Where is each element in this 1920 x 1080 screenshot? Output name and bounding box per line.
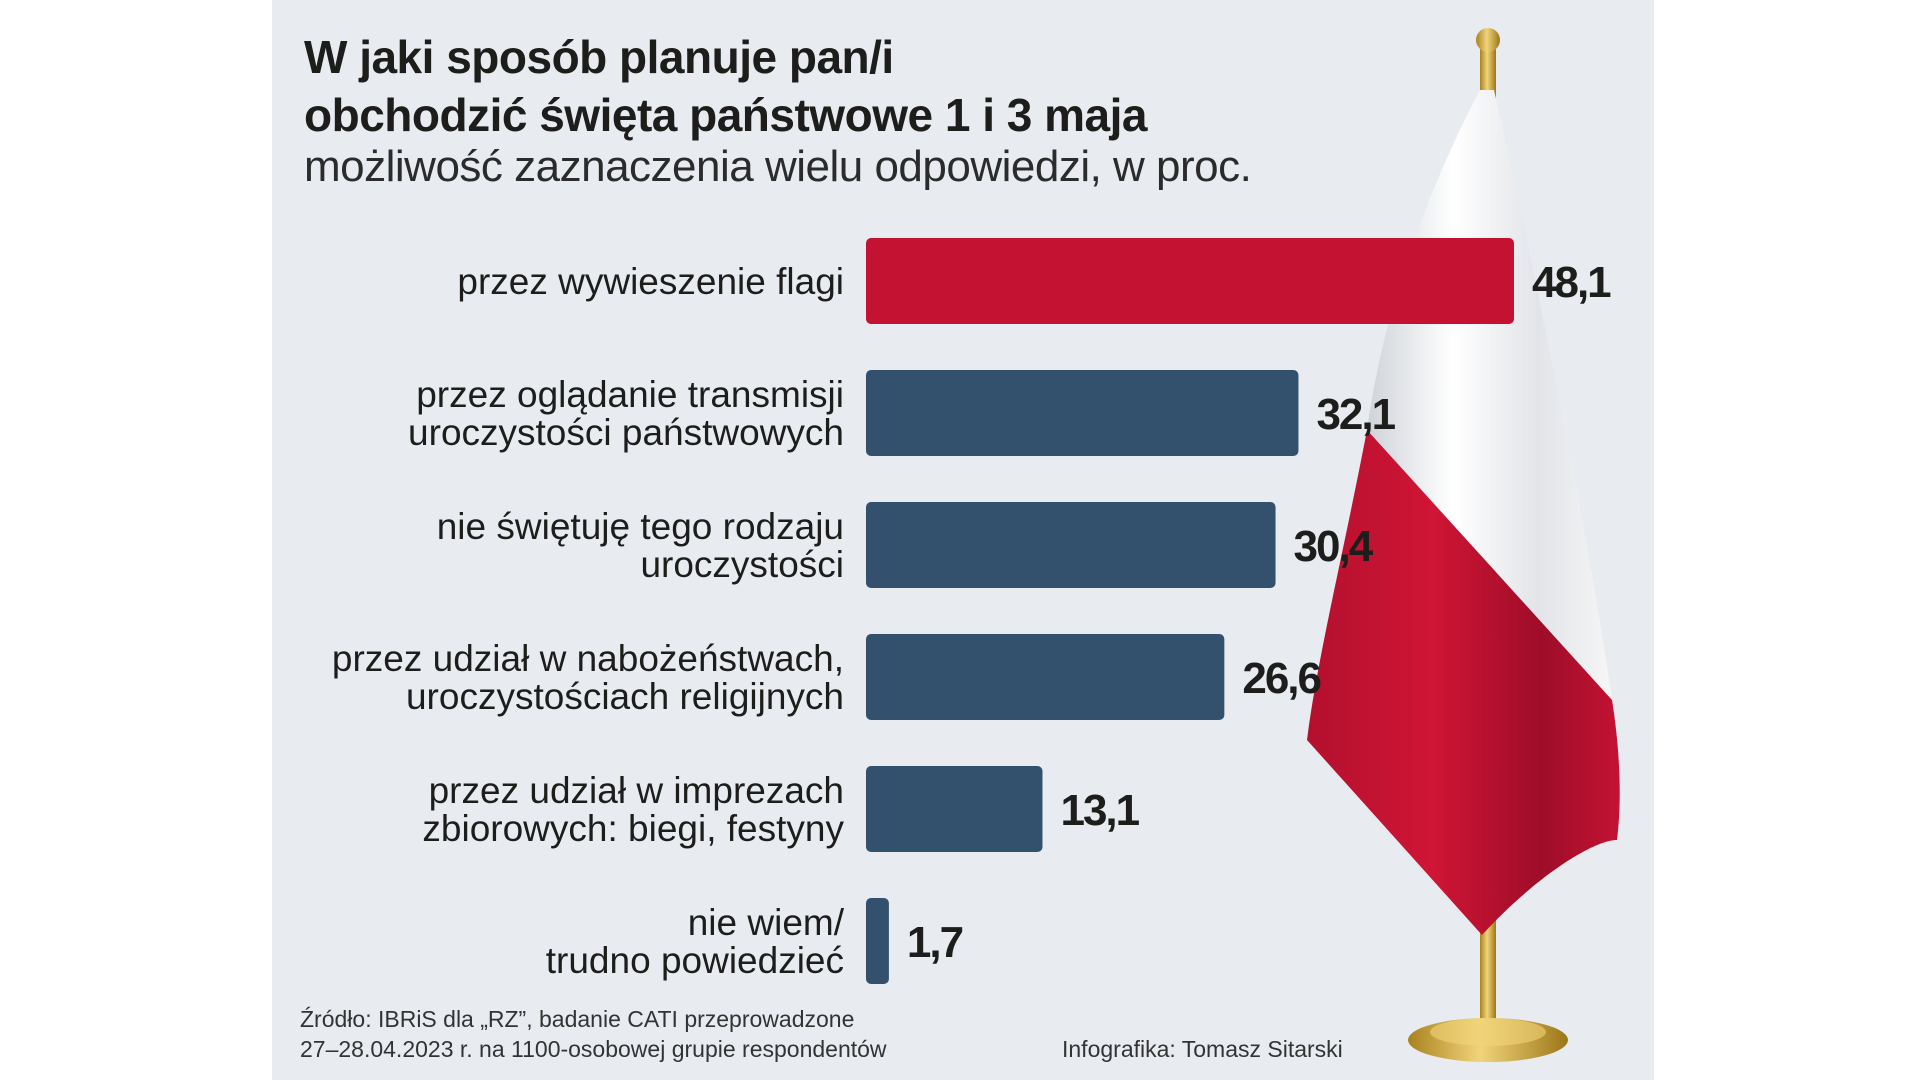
value-label-4: 26,6 (1242, 654, 1320, 703)
bar-chart: 48,1 przez wywieszenie flagi 32,1 przez ogl… (332, 28, 1620, 1062)
bar-2 (866, 370, 1299, 456)
bar-4 (866, 634, 1225, 720)
category-label-3-line-1: nie świętuję tego rodzaju (437, 506, 844, 547)
value-label-6: 1,7 (907, 918, 963, 967)
chart-subtitle: możliwość zaznaczenia wielu odpowiedzi, … (304, 142, 1252, 191)
category-label-3-line-2: uroczystości (640, 544, 844, 585)
category-label-5-line-1: przez udział w imprezach (429, 770, 844, 811)
value-label-1: 48,1 (1532, 258, 1611, 307)
category-label-4-line-2: uroczystościach religijnych (406, 676, 844, 717)
bar-6 (866, 898, 889, 984)
bar-1 (866, 238, 1514, 324)
category-label-4-line-1: przez udział w nabożeństwach, (332, 638, 844, 679)
category-label-6-line-2: trudno powiedzieć (546, 940, 844, 981)
value-label-5: 13,1 (1060, 786, 1139, 835)
title-line-2: obchodzić święta państwowe 1 i 3 maja (304, 89, 1147, 141)
source-line-2: 27–28.04.2023 r. na 1100-osobowej grupie… (300, 1036, 887, 1062)
bars-group: 48,1 przez wywieszenie flagi 32,1 przez ogl… (332, 238, 1613, 984)
value-label-2: 32,1 (1316, 390, 1395, 439)
source-line-1: Źródło: IBRiS dla „RZ”, badanie CATI prz… (300, 1006, 855, 1032)
infographic-panel: W jaki sposób planuje pan/i obchodzić św… (272, 0, 1654, 1080)
chart-title: W jaki sposób planuje pan/i obchodzić św… (304, 28, 1304, 144)
category-label-2-line-2: uroczystości państwowych (408, 412, 844, 453)
bar-5 (866, 766, 1043, 852)
category-label-2-line-1: przez oglądanie transmisji (416, 374, 844, 415)
category-label-5-line-2: zbiorowych: biegi, festyny (422, 808, 844, 849)
category-label-1-line-1: przez wywieszenie flagi (457, 261, 844, 302)
category-label-6-line-1: nie wiem/ (688, 902, 845, 943)
value-label-3: 30,4 (1294, 522, 1374, 571)
flag-red-stripe (1307, 430, 1620, 935)
source-note: Źródło: IBRiS dla „RZ”, badanie CATI prz… (300, 1004, 1020, 1064)
title-line-1: W jaki sposób planuje pan/i (304, 31, 894, 83)
credit-note: Infografika: Tomasz Sitarski (1062, 1036, 1343, 1062)
flag-pole-finial (1476, 28, 1500, 52)
bar-3 (866, 502, 1276, 588)
